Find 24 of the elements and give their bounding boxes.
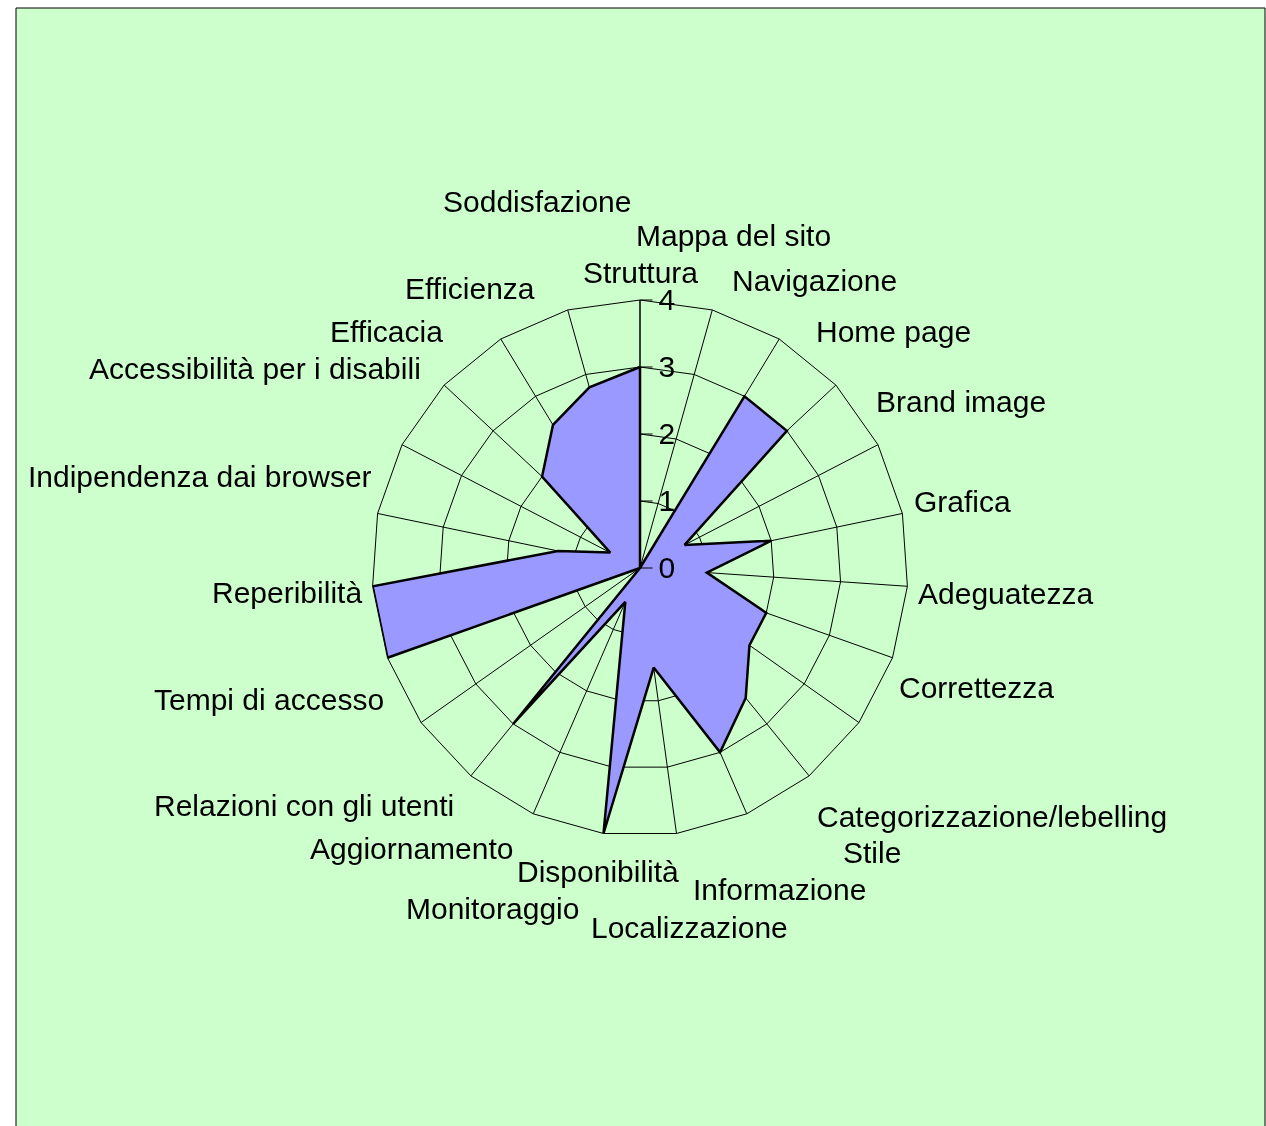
spoke-label: Stile [843,836,902,869]
spoke-label: Soddisfazione [443,185,632,218]
spoke-label: Accessibilità per i disabili [89,352,421,385]
spoke-label: Disponibilità [517,855,680,888]
spoke-label: Adeguatezza [918,577,1094,610]
spoke-label: Monitoraggio [406,892,580,925]
spoke-label: Brand image [876,385,1047,418]
spoke-label: Informazione [693,873,867,906]
spoke-label: Efficacia [330,315,444,348]
spoke-label: Indipendenza dai browser [28,460,372,493]
spoke-label: Grafica [914,485,1012,518]
spoke-label: Localizzazione [591,911,788,944]
spoke-label: Aggiornamento [310,832,514,865]
spoke-label: Tempi di accesso [154,683,385,716]
spoke-label: Reperibilità [212,576,363,609]
spoke-label: Navigazione [732,264,898,297]
y-tick-label: 0 [658,550,676,584]
spoke-label: Relazioni con gli utenti [154,789,455,822]
spoke-label: Efficienza [405,272,535,305]
spoke-label: Categorizzazione/lebelling [817,800,1168,833]
spoke-label: Home page [816,315,972,348]
spoke-label: Struttura [583,256,699,289]
spoke-label: Correttezza [899,671,1055,704]
spoke-label: Mappa del sito [636,219,832,252]
